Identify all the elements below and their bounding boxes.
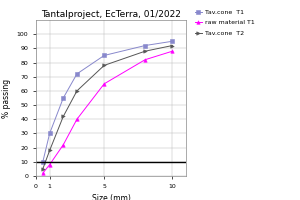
raw material T1 (143, 59, 147, 61)
Title: Tantalproject, EcTerra, 01/2022: Tantalproject, EcTerra, 01/2022 (41, 10, 181, 19)
Tav.cone  T1 (61, 97, 65, 99)
Tav.cone  T1 (102, 54, 106, 57)
Tav.cone  T1 (41, 161, 45, 163)
Tav.cone  T1 (143, 44, 147, 47)
raw material T1 (171, 50, 174, 52)
Tav.cone  T1 (75, 73, 79, 75)
Line: Tav.cone  T2: Tav.cone T2 (41, 44, 174, 171)
Tav.cone  T2 (61, 115, 65, 118)
Tav.cone  T2 (41, 168, 45, 170)
Tav.cone  T2 (75, 90, 79, 92)
Tav.cone  T1 (171, 40, 174, 42)
X-axis label: Size (mm): Size (mm) (92, 194, 130, 200)
Tav.cone  T2 (48, 149, 51, 152)
raw material T1 (48, 163, 51, 166)
Tav.cone  T2 (143, 50, 147, 52)
Line: Tav.cone  T1: Tav.cone T1 (41, 40, 174, 164)
Tav.cone  T1 (48, 132, 51, 135)
Line: raw material T1: raw material T1 (41, 49, 174, 175)
Y-axis label: % passing: % passing (2, 78, 11, 118)
raw material T1 (41, 172, 45, 174)
raw material T1 (75, 118, 79, 120)
Tav.cone  T2 (102, 64, 106, 67)
Legend: Tav.cone  T1, raw material T1, Tav.cone  T2: Tav.cone T1, raw material T1, Tav.cone T… (192, 7, 257, 38)
raw material T1 (61, 144, 65, 146)
raw material T1 (102, 83, 106, 85)
Tav.cone  T2 (171, 44, 174, 47)
